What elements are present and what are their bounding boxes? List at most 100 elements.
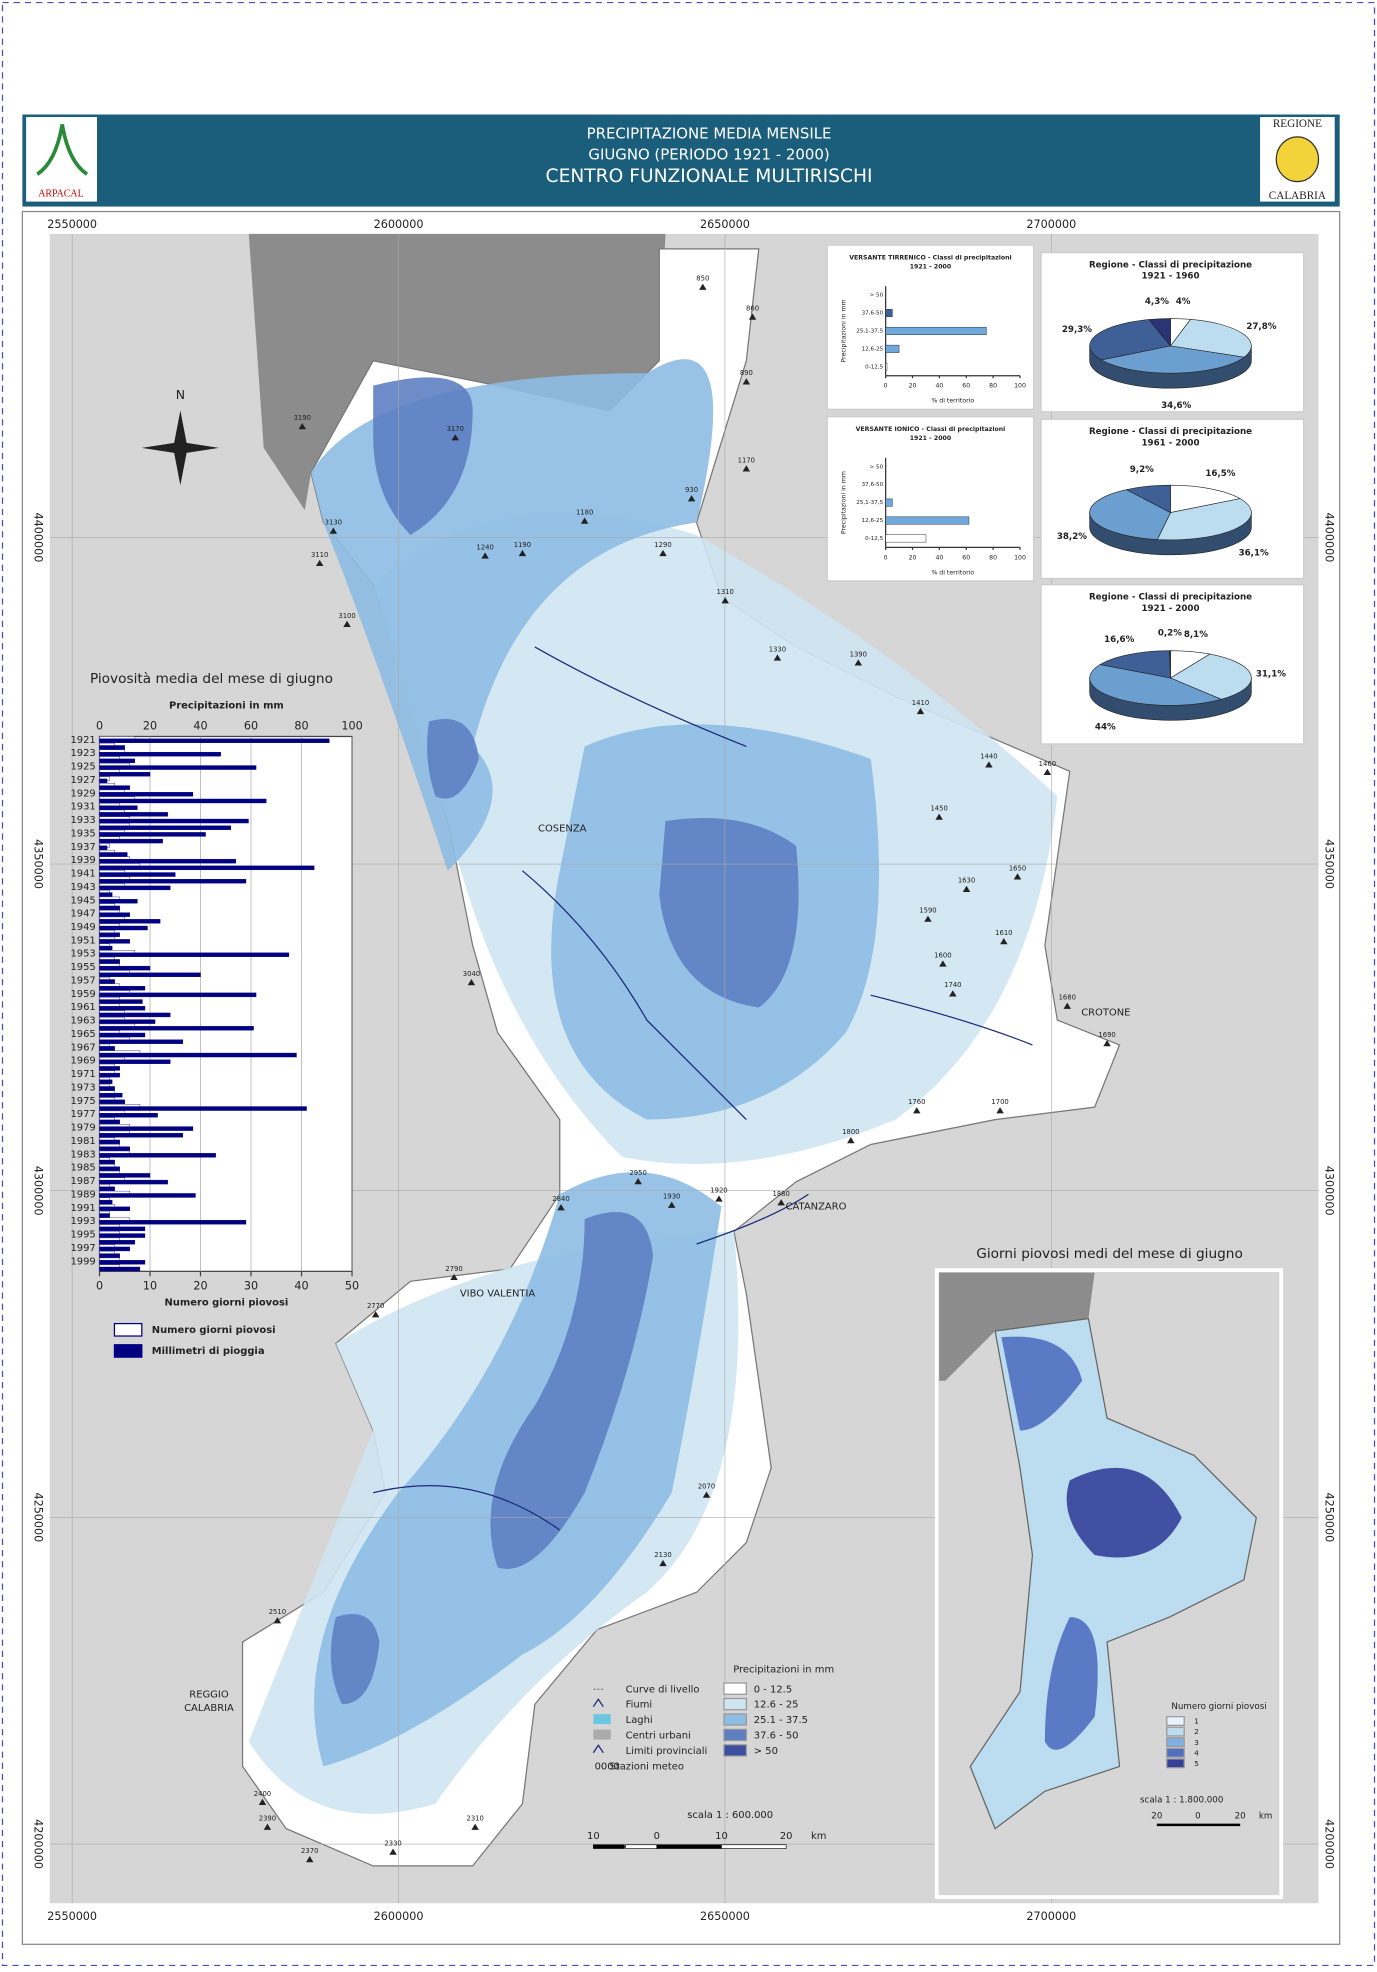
station-label: 1610 — [995, 929, 1012, 937]
bar — [99, 905, 120, 911]
pie-slice — [1125, 484, 1171, 514]
station-marker — [913, 1107, 921, 1114]
bar — [99, 972, 201, 978]
bar — [99, 885, 171, 891]
bar — [99, 1026, 254, 1031]
bar — [99, 1213, 110, 1218]
bar — [99, 965, 151, 971]
y-tick-label: 1959 — [70, 989, 95, 1000]
y-coord-label: 4400000 — [1322, 513, 1335, 563]
bar — [99, 1166, 120, 1171]
y-tick-label: 1957 — [70, 976, 95, 987]
bar — [99, 1006, 146, 1011]
station-marker — [659, 549, 667, 557]
station-label: 3100 — [338, 612, 355, 620]
bar — [99, 1079, 113, 1084]
chart-title: Piovosità media del mese di giugno — [90, 671, 333, 687]
x-tick-label: 0 — [884, 554, 888, 561]
y-tick-label: 1983 — [70, 1149, 95, 1160]
chart-subtitle: 1961 - 2000 — [1142, 438, 1200, 448]
legend-symbol — [592, 1698, 604, 1708]
chart-title: Regione - Classi di precipitazione — [1089, 261, 1252, 271]
legend-swatch — [593, 1729, 611, 1740]
bar — [99, 912, 131, 917]
bar — [99, 892, 113, 897]
inset-zone — [1066, 1467, 1182, 1558]
station-marker — [715, 1195, 723, 1202]
x-tick-label: 20 — [143, 720, 157, 733]
legend-swatch — [723, 1728, 747, 1742]
bar — [99, 1159, 115, 1165]
x-coord-label: 2700000 — [1026, 1910, 1076, 1923]
bar — [99, 932, 120, 937]
bar — [885, 534, 927, 543]
x2-tick-label: 40 — [294, 1279, 308, 1292]
station-label: 2510 — [269, 1608, 286, 1616]
station-marker — [949, 990, 957, 997]
scale-label: 10 — [715, 1831, 728, 1842]
legend-label: 4 — [1194, 1748, 1199, 1757]
station-marker — [1043, 768, 1052, 776]
x-tick-label: 60 — [962, 383, 970, 390]
city-label: CALABRIA — [184, 1703, 234, 1714]
legend-swatch — [1166, 1716, 1185, 1726]
city-label: REGGIO — [189, 1689, 229, 1700]
legend-label: 12.6 - 25 — [754, 1700, 799, 1711]
x-axis-title: Precipitazioni in mm — [169, 700, 284, 711]
legend-swatch — [723, 1697, 747, 1711]
station-label: 1680 — [1059, 994, 1076, 1002]
bar — [99, 1032, 146, 1038]
station-label: 2400 — [254, 1790, 271, 1798]
station-marker — [518, 549, 527, 557]
x-tick-label: 20 — [909, 554, 917, 561]
inset-scale-label: 0 — [1195, 1812, 1201, 1822]
scale-bar — [1156, 1823, 1241, 1827]
bar — [99, 1119, 120, 1125]
city-label: CATANZARO — [786, 1202, 847, 1213]
station-marker — [315, 559, 324, 567]
y-tick-label: 37,6-50 — [862, 311, 884, 317]
bar — [99, 1039, 184, 1044]
data-label: 36,1% — [1239, 548, 1269, 558]
bar — [885, 344, 900, 353]
bar — [99, 899, 138, 904]
bar — [99, 1220, 247, 1225]
bar — [99, 1199, 113, 1205]
x-tick-label: 40 — [935, 383, 943, 390]
y-tick-label: 37,6-50 — [862, 482, 884, 488]
bar — [99, 858, 237, 864]
station-label: 1330 — [769, 645, 786, 653]
station-marker — [996, 1107, 1004, 1114]
y-tick-label: 1949 — [70, 922, 95, 933]
bar — [99, 751, 221, 757]
y-tick-label: 1927 — [70, 775, 95, 786]
station-marker — [916, 707, 925, 715]
bar — [99, 832, 206, 837]
inset-scale-label: 20 — [1235, 1812, 1246, 1822]
north-arrow — [141, 410, 219, 486]
station-marker — [1063, 1002, 1071, 1009]
station-marker — [742, 378, 751, 385]
station-marker — [777, 1199, 785, 1206]
bar — [99, 952, 290, 957]
station-label: 1240 — [476, 543, 493, 551]
station-label: 1690 — [1098, 1031, 1115, 1039]
bar — [99, 825, 232, 830]
bar — [99, 1066, 120, 1071]
x-tick-label: 20 — [909, 383, 917, 390]
pie-slice — [1169, 653, 1252, 700]
scale-label: 0 — [654, 1831, 660, 1842]
y-coord-label: 4300000 — [31, 1166, 44, 1216]
legend-label: 1 — [1194, 1717, 1199, 1726]
x-coord-label: 2600000 — [374, 1910, 424, 1923]
bar — [99, 865, 315, 871]
rain-zone — [330, 1614, 380, 1705]
y-tick-label: 1991 — [70, 1203, 95, 1214]
x-tick-label: 40 — [935, 554, 943, 561]
station-marker — [450, 1273, 458, 1281]
station-label: 2330 — [384, 1840, 401, 1848]
overlay: PRECIPITAZIONE MEDIA MENSILE GIUGNO (PERI… — [31, 118, 1335, 1923]
station-marker — [329, 527, 338, 534]
y-tick-label: 1977 — [70, 1109, 95, 1120]
bar — [99, 1046, 115, 1051]
